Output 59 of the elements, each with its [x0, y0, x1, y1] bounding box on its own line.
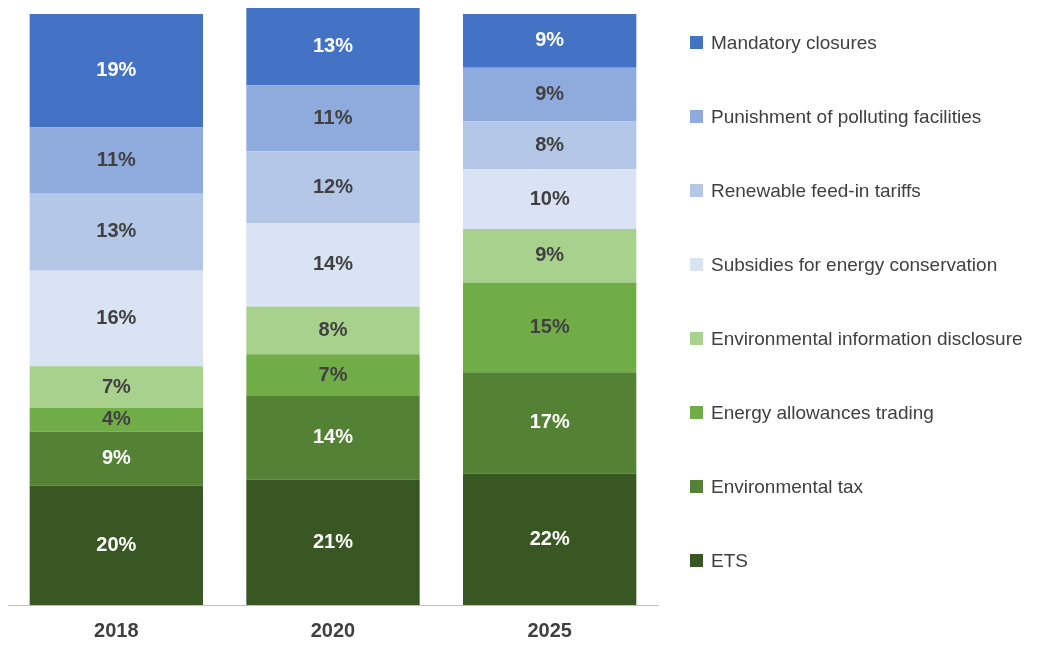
bar: [29, 431, 203, 486]
legend-label: Mandatory closures: [711, 31, 877, 55]
data-label: 13%: [312, 34, 354, 57]
data-label: 22%: [529, 526, 570, 549]
data-label: 11%: [313, 105, 353, 128]
legend-label: Energy allowances trading: [711, 401, 934, 425]
data-label: 4%: [101, 407, 131, 430]
bar: [463, 372, 637, 474]
data-label: 12%: [312, 174, 354, 197]
bar: [463, 282, 637, 373]
bar: [246, 151, 420, 223]
data-label: 9%: [535, 82, 565, 105]
legend-label: Renewable feed-in tariffs: [711, 179, 921, 203]
legend-label: Environmental information disclosure: [711, 327, 1023, 351]
data-label: 9%: [101, 446, 131, 469]
data-label: 21%: [312, 529, 354, 552]
data-label: 8%: [535, 132, 565, 155]
bar: [246, 85, 420, 152]
data-label: 17%: [529, 410, 570, 433]
legend-label: Punishment of polluting facilities: [711, 105, 982, 129]
x-tick-label: 2025: [527, 618, 572, 641]
x-tick-label: 2018: [94, 618, 139, 641]
legend-label: ETS: [711, 549, 748, 573]
data-label: 11%: [96, 147, 137, 170]
data-label: 9%: [535, 28, 565, 51]
x-tick-label: 2020: [310, 618, 356, 641]
data-label: 7%: [101, 374, 131, 397]
bar: [246, 396, 420, 480]
bar: [463, 13, 637, 68]
bar: [29, 270, 203, 367]
bar: [463, 473, 637, 605]
legend-label: Subsidies for energy conservation: [711, 253, 998, 277]
bar: [29, 127, 203, 194]
data-label: 13%: [96, 219, 137, 242]
bar: [246, 306, 420, 355]
data-label: 7%: [318, 362, 348, 385]
bar: [29, 407, 203, 432]
data-label: 14%: [312, 252, 354, 275]
data-label: 15%: [529, 314, 570, 337]
data-label: 9%: [535, 243, 565, 266]
bar: [29, 366, 203, 408]
bar: [246, 8, 420, 86]
data-label: 16%: [96, 305, 137, 328]
bar: [463, 121, 637, 170]
legend-label: Environmental tax: [711, 475, 864, 499]
data-label: 19%: [96, 58, 137, 81]
bar: [29, 485, 203, 605]
bar: [463, 228, 637, 283]
bar: [29, 193, 203, 271]
data-label: 8%: [318, 317, 348, 340]
data-label: 14%: [312, 425, 354, 448]
bar: [246, 354, 420, 397]
bar: [463, 169, 637, 229]
data-label: 10%: [529, 186, 570, 209]
bar: [29, 13, 203, 128]
data-label: 20%: [96, 532, 137, 555]
bar: [463, 67, 637, 122]
bar: [246, 479, 420, 605]
bar: [246, 222, 420, 307]
